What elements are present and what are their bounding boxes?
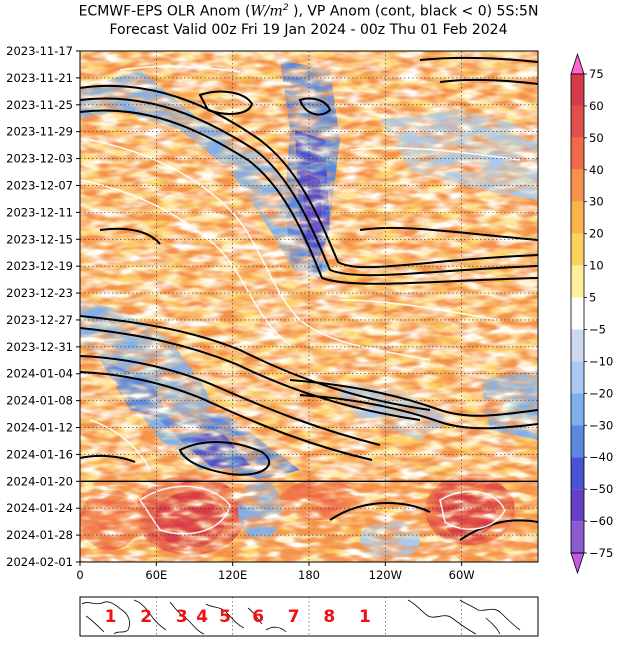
chart-title: ECMWF-EPS OLR Anom (W/m2 ), VP Anom (con… <box>0 3 617 20</box>
y-tick-label: 2023-12-19 <box>6 259 73 273</box>
colorbar-band <box>571 361 584 394</box>
title-post: ), VP Anom (cont, black < 0) 5S:5N <box>288 3 539 20</box>
colorbar-label: −75 <box>589 546 613 560</box>
y-tick-label: 2024-01-08 <box>6 394 73 408</box>
colorbar-label: 5 <box>589 291 596 305</box>
colorbar-label: 60 <box>589 99 604 113</box>
phase-label: 5 <box>219 607 231 627</box>
colorbar-band <box>571 74 584 106</box>
colorbar-band <box>571 425 584 458</box>
y-tick-label: 2023-12-23 <box>6 286 73 300</box>
vp-contours-negative <box>80 56 538 541</box>
colorbar-label: −30 <box>589 418 613 432</box>
colorbar-label: −50 <box>589 482 613 496</box>
x-axis: 0 60E 120E 180 120W 60W <box>76 562 475 582</box>
y-tick-label: 2024-01-24 <box>6 501 73 515</box>
phase-boundaries <box>156 597 462 636</box>
vp-contours-positive <box>80 65 521 535</box>
title-pre: ECMWF-EPS OLR Anom ( <box>78 3 251 20</box>
coastline-map <box>81 599 521 635</box>
phase-label: 2 <box>140 607 152 627</box>
colorbar-label: −40 <box>589 450 613 464</box>
colorbar-band <box>571 457 584 490</box>
colorbar-frame <box>570 73 585 554</box>
phase-label: 8 <box>323 607 335 627</box>
y-tick-label: 2024-02-01 <box>6 555 73 569</box>
y-tick-label: 2023-11-25 <box>6 98 73 112</box>
phase-label: 3 <box>176 607 188 627</box>
y-tick-label: 2023-11-29 <box>6 125 73 139</box>
colorbar-label: 40 <box>589 163 604 177</box>
y-tick-label: 2024-01-16 <box>6 447 73 461</box>
y-tick-label: 2023-11-21 <box>6 71 73 85</box>
colorbar-label: 30 <box>589 195 604 209</box>
colorbar-band <box>571 393 584 426</box>
colorbar-label: −20 <box>589 386 613 400</box>
colorbar-band <box>571 329 584 362</box>
colorbar-max-extension <box>570 52 585 75</box>
colorbar-band <box>571 169 584 202</box>
y-tick-label: 2024-01-28 <box>6 528 73 542</box>
x-tick-label: 120E <box>218 568 247 582</box>
colorbar-band <box>571 105 584 138</box>
y-tick-label: 2024-01-04 <box>6 367 73 381</box>
colorbar-band <box>571 201 584 234</box>
x-tick-label: 120W <box>369 568 402 582</box>
colorbar-band <box>571 521 584 553</box>
title-unit: W/m <box>250 3 283 20</box>
y-tick-label: 2023-12-03 <box>6 152 73 166</box>
y-tick-label: 2023-12-07 <box>6 178 73 192</box>
x-tick-label: 60W <box>449 568 475 582</box>
colorbar: 75 60 50 40 30 20 10 5 −5 −10 −20 −30 −40 −50 −60 −75 <box>570 52 613 575</box>
y-tick-label: 2023-12-27 <box>6 313 73 327</box>
phase-label: 7 <box>288 607 300 627</box>
colorbar-label: −5 <box>589 322 606 336</box>
colorbar-label: −10 <box>589 354 613 368</box>
phase-label: 4 <box>196 607 208 627</box>
colorbar-label: −60 <box>589 514 613 528</box>
y-axis: 2023-11-17 2023-11-21 2023-11-25 2023-11-29… <box>6 44 80 569</box>
phase-label: 6 <box>252 607 264 627</box>
x-tick-label: 0 <box>76 568 83 582</box>
colorbar-label: 75 <box>589 67 604 81</box>
chart-subtitle: Forecast Valid 00z Fri 19 Jan 2024 - 00z… <box>109 22 508 38</box>
y-tick-label: 2024-01-20 <box>6 474 73 488</box>
colorbar-band <box>571 233 584 266</box>
colorbar-label: 20 <box>589 227 604 241</box>
y-tick-label: 2023-11-17 <box>6 44 73 58</box>
y-tick-label: 2023-12-15 <box>6 232 73 246</box>
title-unit-exponent: 2 <box>282 3 289 13</box>
colorbar-band <box>571 489 584 522</box>
phase-label: 1 <box>359 607 371 627</box>
colorbar-min-extension <box>570 552 585 575</box>
colorbar-band <box>571 137 584 170</box>
colorbar-label: 50 <box>589 131 604 145</box>
phase-label: 1 <box>105 607 117 627</box>
y-tick-label: 2024-01-12 <box>6 421 73 435</box>
colorbar-band <box>571 265 584 298</box>
x-tick-label: 180 <box>298 568 320 582</box>
colorbar-band <box>571 297 584 330</box>
x-tick-label: 60E <box>145 568 167 582</box>
y-tick-label: 2023-12-11 <box>6 205 73 219</box>
y-tick-label: 2023-12-31 <box>6 340 73 354</box>
colorbar-label: 10 <box>589 259 604 273</box>
